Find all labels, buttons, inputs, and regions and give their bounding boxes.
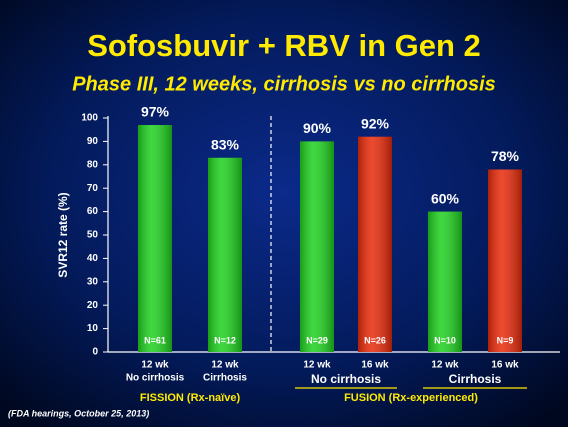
y-axis-label: SVR12 rate (%) [56, 192, 70, 277]
bar-shade [428, 211, 462, 352]
y-tick-label: 10 [87, 323, 99, 334]
x-tick-label: 16 wk [361, 360, 389, 371]
bar-shade [208, 157, 242, 352]
title: Sofosbuvir + RBV in Gen 2 [87, 28, 481, 63]
group-label: FUSION (Rx-experienced) [344, 392, 478, 404]
subtitle: Phase III, 12 weeks, cirrhosis vs no cir… [72, 73, 496, 95]
value-label: 78% [491, 148, 520, 164]
bar-shade [138, 125, 172, 353]
bar-shade [358, 136, 392, 352]
x-tick-label: 12 wk [141, 360, 169, 371]
n-label: N=10 [434, 335, 456, 345]
y-tick-label: 70 [87, 183, 99, 194]
value-label: 60% [431, 190, 460, 206]
y-tick-label: 20 [87, 300, 99, 311]
value-label: 97% [141, 104, 170, 120]
bar-shade [300, 141, 334, 352]
y-tick-label: 80 [87, 159, 99, 170]
n-label: N=26 [364, 335, 386, 345]
x-tick-label: 12 wk [303, 360, 331, 371]
y-tick-label: 90 [87, 136, 99, 147]
y-tick-label: 60 [87, 206, 99, 217]
x-tick-label: 16 wk [491, 360, 519, 371]
y-tick-label: 30 [87, 276, 99, 287]
y-tick-label: 0 [92, 347, 98, 358]
value-label: 92% [361, 115, 390, 131]
footnote: (FDA hearings, October 25, 2013) [8, 408, 149, 418]
n-label: N=12 [214, 335, 236, 345]
n-label: N=29 [306, 335, 328, 345]
n-label: N=61 [144, 335, 166, 345]
x-sublabel: No cirrhosis [126, 373, 185, 384]
value-label: 90% [303, 120, 332, 136]
subgroup-label: No cirrhosis [311, 372, 381, 386]
y-tick-label: 40 [87, 253, 99, 264]
subgroup-label: Cirrhosis [449, 372, 502, 386]
y-tick-label: 100 [81, 113, 98, 124]
value-label: 83% [211, 136, 240, 152]
x-tick-label: 12 wk [211, 360, 239, 371]
group-label: FISSION (Rx-naïve) [140, 392, 241, 404]
bar-shade [488, 169, 522, 352]
n-label: N=9 [497, 335, 514, 345]
y-tick-label: 50 [87, 230, 99, 241]
x-sublabel: Cirrhosis [203, 373, 247, 384]
x-tick-label: 12 wk [431, 360, 459, 371]
